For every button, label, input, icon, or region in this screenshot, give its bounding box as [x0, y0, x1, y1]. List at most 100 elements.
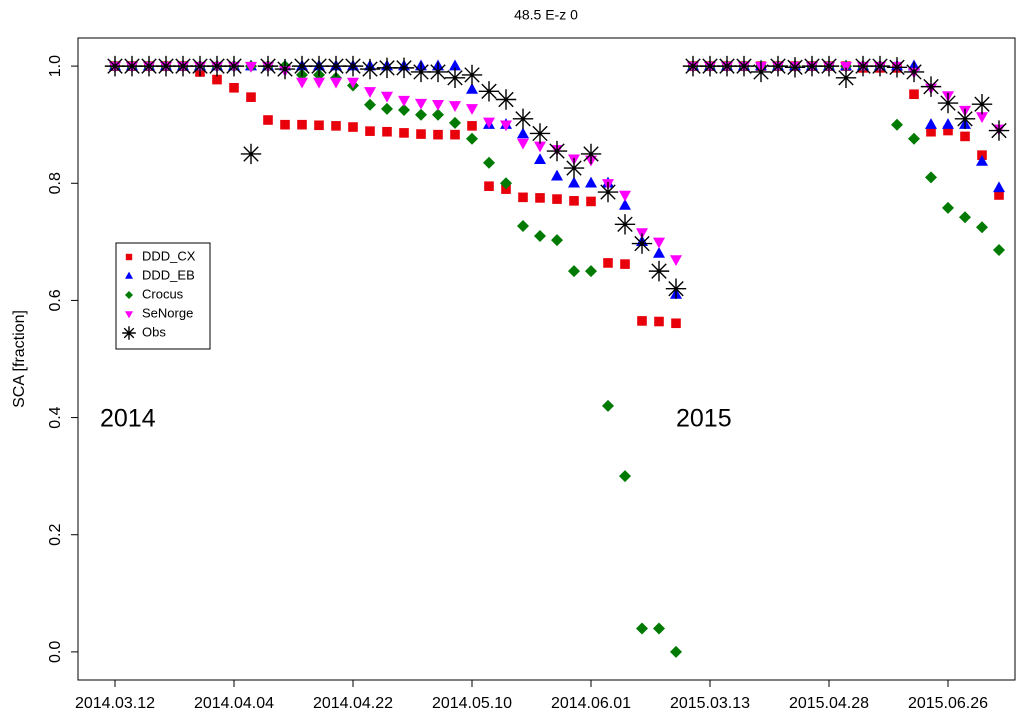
- data-point: [189, 55, 211, 77]
- legend-marker: [125, 311, 133, 319]
- data-point: [569, 196, 579, 206]
- data-point: [297, 119, 307, 130]
- data-point: [636, 622, 648, 635]
- data-point: [330, 77, 342, 89]
- data-point: [466, 132, 478, 145]
- data-point: [597, 181, 619, 203]
- legend-marker: [125, 271, 133, 279]
- legend-marker: [125, 291, 133, 299]
- data-point: [450, 129, 460, 140]
- data-point: [449, 59, 461, 71]
- data-point: [314, 120, 324, 131]
- data-point: [444, 67, 466, 89]
- data-point: [909, 89, 919, 100]
- data-point: [512, 108, 534, 130]
- x-tick-label: 2014.03.12: [75, 695, 155, 712]
- data-point: [733, 55, 755, 77]
- data-point: [517, 127, 529, 139]
- data-point: [427, 61, 449, 83]
- data-point: [416, 129, 426, 139]
- data-point: [586, 196, 596, 207]
- legend-label: SeNorge: [142, 305, 193, 320]
- data-point: [534, 229, 546, 242]
- data-point: [925, 118, 937, 129]
- data-point: [274, 58, 296, 80]
- data-point: [840, 61, 852, 73]
- data-point: [246, 92, 256, 102]
- data-point: [483, 117, 495, 129]
- y-tick-label: 1.0: [47, 55, 64, 77]
- data-point: [347, 77, 359, 89]
- data-point: [331, 121, 341, 131]
- data-point: [976, 154, 988, 166]
- x-tick-label: 2014.06.01: [551, 695, 631, 712]
- data-point: [313, 77, 325, 89]
- data-point: [620, 259, 630, 269]
- data-point: [478, 81, 500, 102]
- data-point: [670, 255, 682, 267]
- data-point: [926, 126, 936, 137]
- data-point: [908, 132, 920, 145]
- data-point: [959, 211, 971, 224]
- plot-frame: [77, 37, 1016, 681]
- data-point: [529, 123, 551, 144]
- legend-label: Obs: [142, 324, 166, 339]
- data-point: [637, 316, 647, 326]
- data-point: [291, 55, 313, 77]
- annotation: 2015: [676, 405, 732, 433]
- data-point: [585, 176, 597, 188]
- data-point: [993, 181, 1005, 193]
- data-point: [993, 244, 1005, 257]
- legend-label: Crocus: [142, 286, 184, 301]
- data-point: [308, 55, 330, 77]
- data-point: [381, 91, 393, 103]
- data-point: [364, 87, 376, 98]
- legend-marker: [125, 253, 133, 261]
- data-point: [682, 55, 704, 77]
- data-point: [376, 57, 398, 79]
- data-point: [483, 156, 495, 169]
- data-point: [398, 104, 410, 117]
- data-point: [172, 55, 194, 77]
- data-point: [500, 120, 512, 132]
- data-point: [325, 55, 347, 77]
- data-point: [835, 67, 857, 89]
- y-tick-label: 0.6: [47, 289, 64, 311]
- data-point: [580, 143, 602, 165]
- data-point: [518, 192, 528, 203]
- data-point: [552, 194, 562, 204]
- data-point: [381, 102, 393, 115]
- data-point: [568, 176, 580, 188]
- data-point: [393, 57, 415, 79]
- data-point: [365, 126, 375, 136]
- data-point: [121, 55, 143, 77]
- y-tick-label: 0.0: [47, 641, 64, 663]
- data-point: [602, 399, 614, 412]
- data-point: [229, 82, 239, 93]
- data-point: [988, 120, 1010, 141]
- y-tick-label: 0.2: [47, 524, 64, 546]
- data-point: [903, 61, 925, 83]
- data-point: [415, 108, 427, 121]
- legend-label: DDD_CX: [142, 248, 196, 263]
- data-point: [665, 278, 687, 299]
- data-point: [296, 77, 308, 89]
- y-tick-label: 0.4: [47, 406, 64, 428]
- x-tick-label: 2014.04.22: [313, 695, 393, 712]
- data-point: [398, 95, 410, 107]
- data-point: [585, 265, 597, 278]
- data-point: [495, 89, 517, 110]
- data-point: [245, 61, 257, 73]
- data-point: [653, 622, 665, 635]
- data-point: [359, 58, 381, 80]
- data-point: [869, 55, 891, 77]
- data-point: [886, 57, 908, 78]
- data-point: [342, 55, 364, 77]
- data-point: [240, 143, 262, 165]
- data-point: [920, 76, 942, 97]
- data-point: [364, 98, 376, 111]
- data-point: [942, 201, 954, 214]
- data-point: [517, 138, 529, 150]
- data-point: [546, 140, 568, 162]
